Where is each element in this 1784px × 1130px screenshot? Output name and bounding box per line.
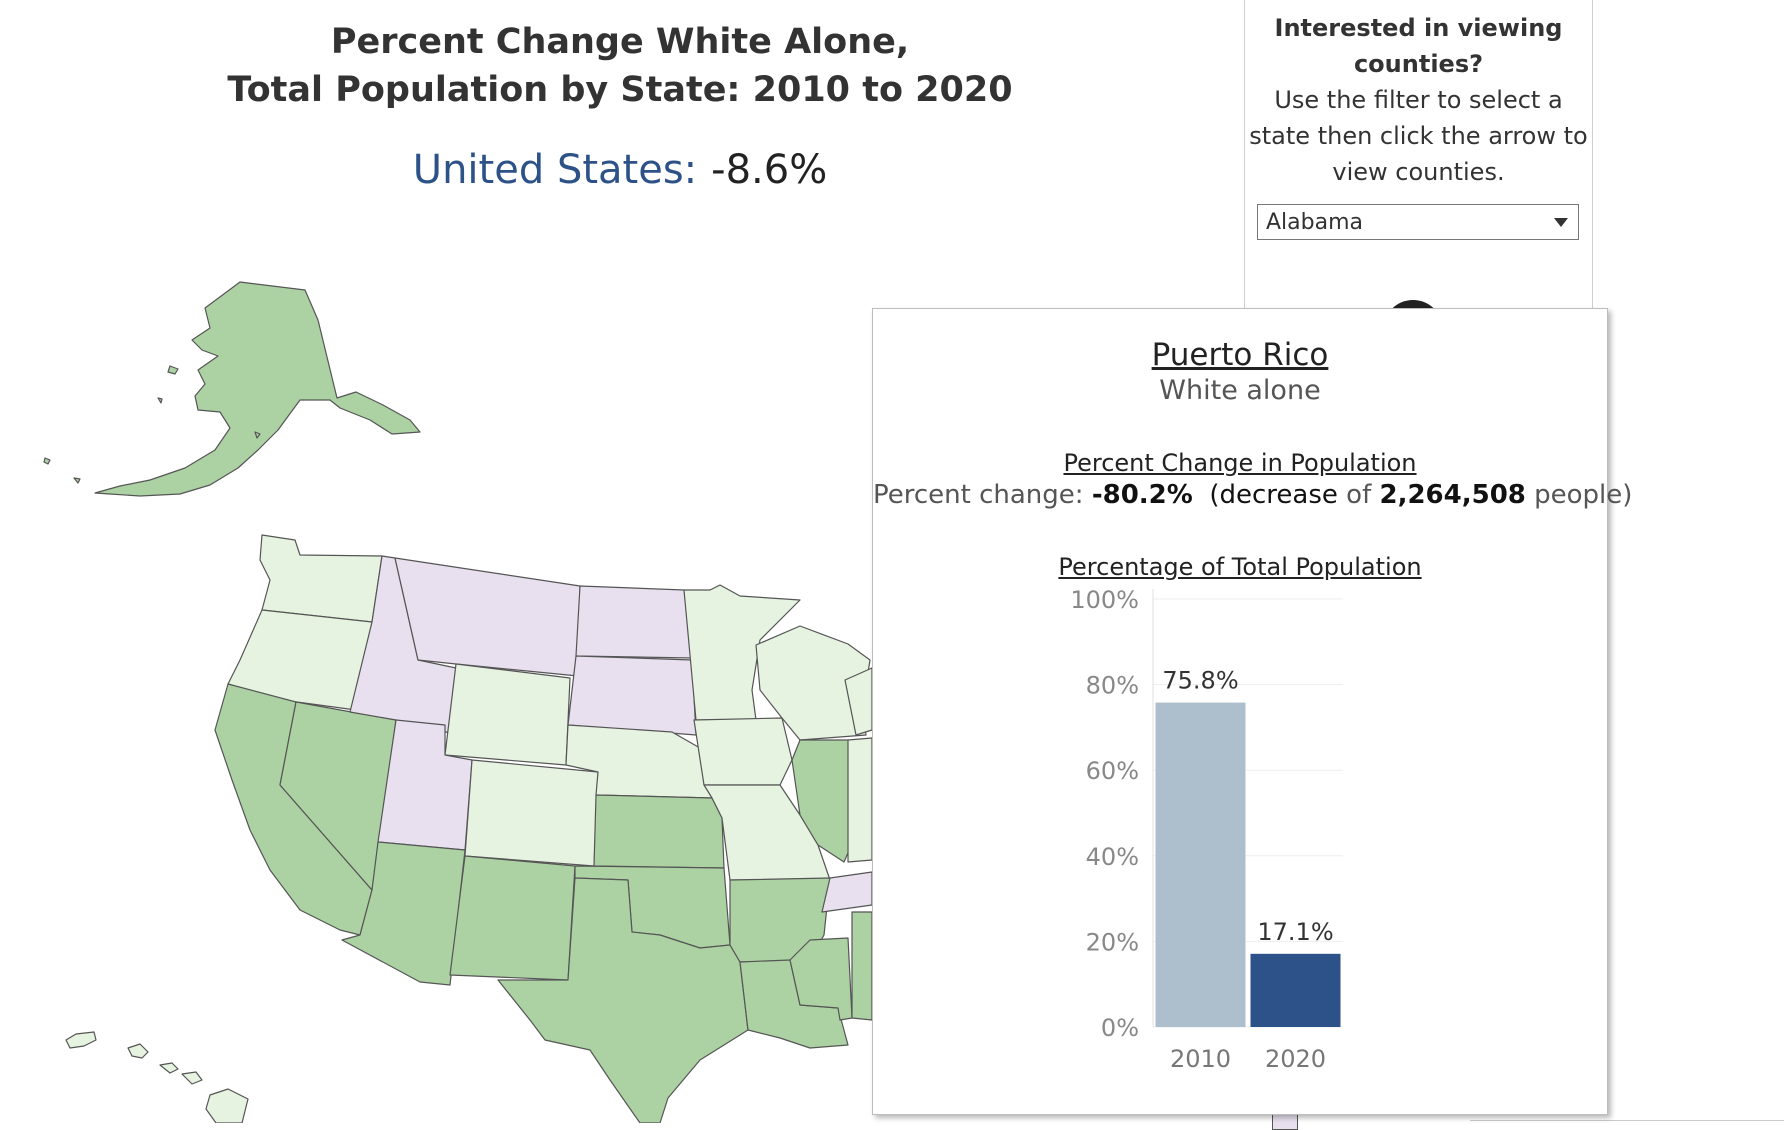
state-tennessee[interactable]: [821, 871, 873, 913]
state-south-dakota[interactable]: [567, 655, 697, 736]
chevron-down-icon[interactable]: [1554, 218, 1568, 227]
change-direction: decrease: [1219, 480, 1338, 510]
tooltip-state-name: Puerto Rico: [1151, 337, 1329, 373]
y-tick-label: 0%: [1101, 1014, 1139, 1042]
us-value: -8.6%: [711, 147, 828, 193]
change-suffix: people): [1534, 480, 1633, 510]
filter-instructions: Use the filter to select a state then cl…: [1245, 82, 1592, 190]
state-north-dakota[interactable]: [575, 585, 693, 659]
bar: [1250, 953, 1341, 1027]
county-filter-panel: Interested in viewing counties? Use the …: [1244, 0, 1593, 360]
population-share-chart: 0% 20% 40% 60% 80% 100% 75.8% 2010 17.1% 2020: [1070, 586, 1343, 1073]
state-alaska[interactable]: [94, 281, 421, 497]
state-tooltip: Puerto Rico White alone Percent Change i…: [872, 308, 1633, 1115]
legend-divider: [1470, 1120, 1784, 1121]
filter-instructions-line-3: view counties.: [1332, 158, 1505, 186]
state-iowa[interactable]: [693, 717, 793, 786]
state-new-mexico[interactable]: [449, 855, 576, 981]
state-alaska-islands: [43, 365, 261, 484]
page-title: Percent Change White Alone, Total Popula…: [200, 18, 1040, 114]
state-colorado[interactable]: [464, 759, 599, 867]
y-tick-label: 80%: [1086, 672, 1139, 700]
filter-instructions-line-1: Use the filter to select a: [1274, 86, 1563, 114]
title-line-1: Percent Change White Alone,: [330, 22, 910, 62]
state-montana[interactable]: [394, 557, 581, 677]
tooltip-section-change-title: Percent Change in Population: [1063, 449, 1417, 477]
y-tick-label: 40%: [1086, 843, 1139, 871]
filter-instructions-line-2: state then click the arrow to: [1249, 122, 1588, 150]
filter-title-line-1: Interested in viewing: [1274, 14, 1563, 42]
state-wyoming[interactable]: [444, 663, 571, 766]
tooltip-section-share-title: Percentage of Total Population: [1058, 553, 1422, 581]
change-prefix: Percent change:: [873, 480, 1084, 510]
state-mississippi[interactable]: [789, 937, 853, 1021]
change-count: 2,264,508: [1379, 480, 1526, 510]
bar: [1155, 702, 1246, 1027]
tooltip-group: White alone: [1159, 375, 1321, 406]
state-select-dropdown[interactable]: Alabama: [1257, 204, 1579, 240]
state-select-value: Alabama: [1266, 210, 1364, 235]
state-alabama-partial: [851, 911, 873, 1021]
y-tick-label: 60%: [1086, 757, 1139, 785]
filter-title: Interested in viewing counties?: [1245, 10, 1592, 82]
state-east-partial: [847, 737, 873, 863]
state-texas[interactable]: [497, 877, 749, 1123]
filter-title-line-2: counties?: [1353, 50, 1484, 78]
state-kansas[interactable]: [593, 794, 725, 869]
tooltip-change-line: Percent change: -80.2% (decrease of 2,26…: [873, 480, 1633, 510]
bar-value-label: 75.8%: [1162, 667, 1238, 695]
us-label: United States:: [412, 147, 698, 193]
change-of: of: [1346, 480, 1372, 510]
bar-value-label: 17.1%: [1257, 918, 1333, 946]
state-hawaii[interactable]: [65, 1031, 249, 1123]
y-tick-label: 20%: [1086, 928, 1139, 956]
us-summary: United States: -8.6%: [200, 142, 1040, 198]
x-tick-label: 2020: [1265, 1045, 1326, 1073]
state-washington[interactable]: [259, 534, 383, 623]
y-tick-label: 100%: [1070, 586, 1139, 614]
change-value: -80.2%: [1091, 480, 1193, 510]
title-line-2: Total Population by State: 2010 to 2020: [227, 70, 1013, 110]
x-tick-label: 2010: [1170, 1045, 1231, 1073]
